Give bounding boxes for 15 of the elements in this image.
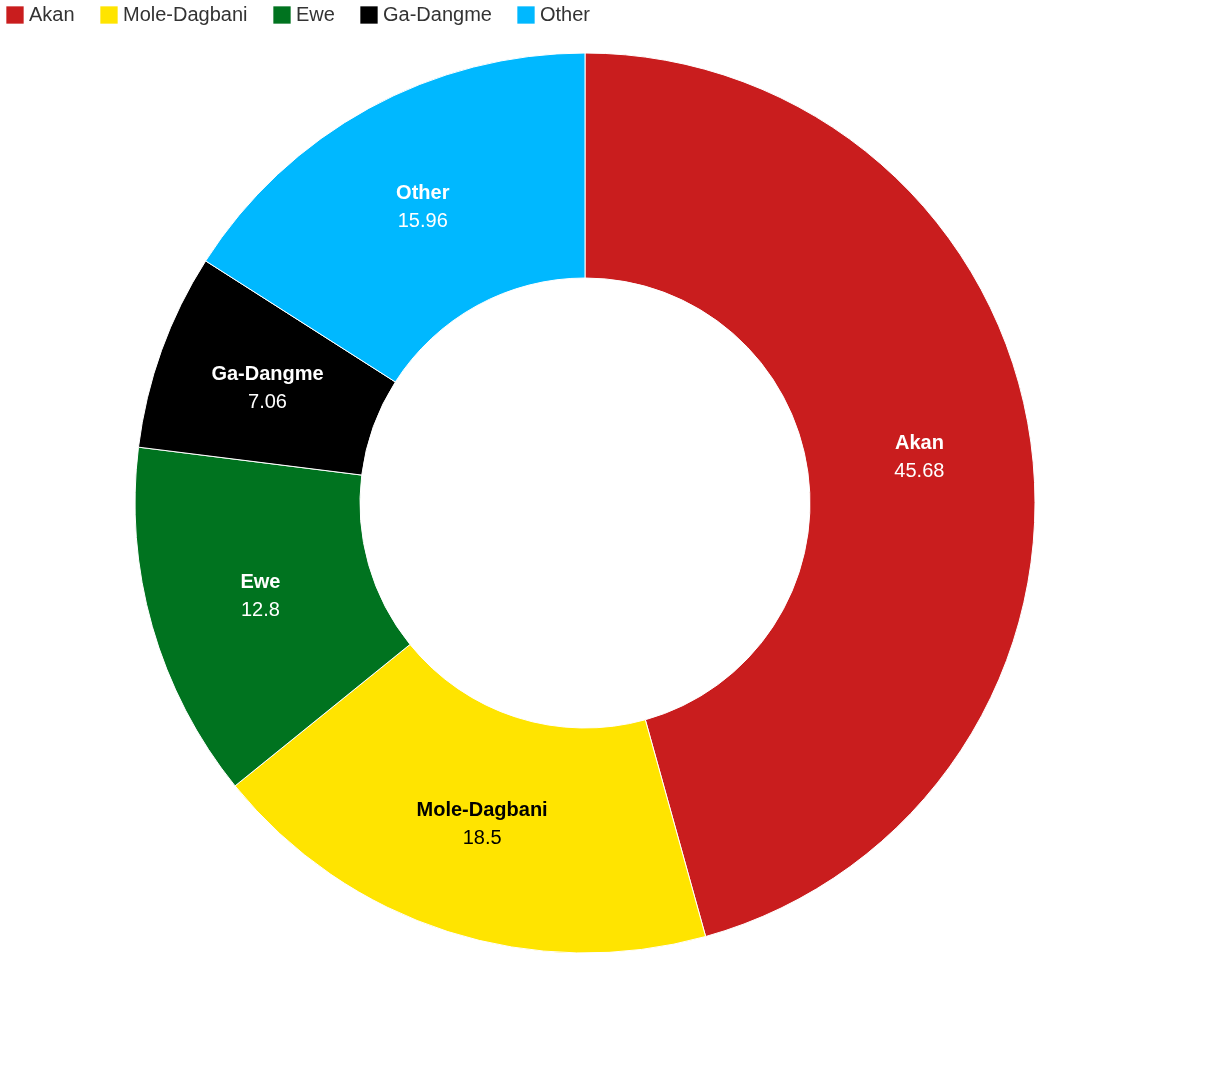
data-label: 18.5 [462, 826, 502, 849]
legend-label: Akan [29, 3, 75, 25]
legend-label: Ga-Dangme [383, 3, 492, 25]
legend-label: Ewe [296, 3, 335, 25]
slice-label: Mole-Dagbani [416, 798, 548, 821]
slice-label: Ewe [240, 569, 281, 592]
legend-label: Other [540, 3, 591, 25]
data-label: 15.96 [397, 209, 448, 232]
data-label: 7.06 [248, 390, 287, 413]
slice-label: Akan [894, 431, 944, 454]
legend-label: Mole-Dagbani [123, 3, 248, 25]
data-label: 12.8 [240, 597, 280, 620]
slice-label: Other [396, 181, 450, 204]
data-label: 45.68 [894, 459, 945, 482]
slice-label: Ga-Dangme [211, 362, 324, 385]
